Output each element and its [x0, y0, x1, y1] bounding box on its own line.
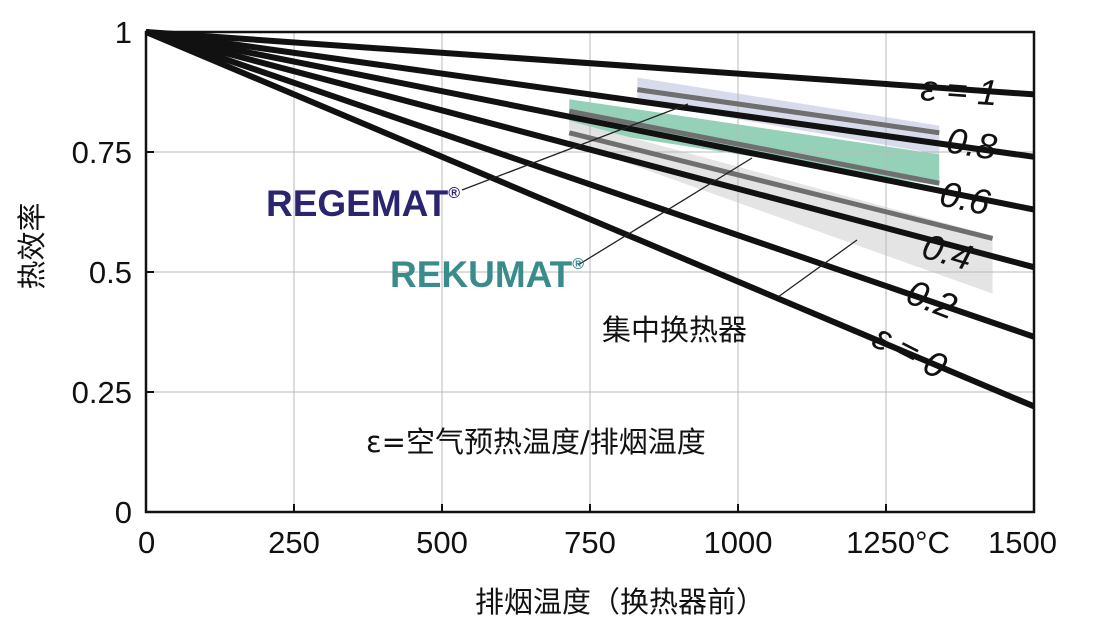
x-axis-title: 排烟温度（换热器前）: [475, 585, 765, 619]
y-tick-label: 0: [115, 495, 132, 530]
y-axis-title: 热效率: [15, 202, 49, 289]
y-tick-label: 0.5: [89, 255, 132, 290]
curve-label-eps-1: ε = 1: [919, 67, 999, 113]
regemat-label: REGEMAT®: [266, 183, 460, 224]
curve-0-8: [145, 29, 1035, 160]
curve-label-0-8: 0.8: [944, 119, 1000, 167]
x-tick-label: 500: [416, 525, 468, 560]
grid-layer: [146, 32, 1034, 512]
curve-0: [144, 29, 1036, 410]
central-heat-exchanger-label: 集中换热器: [602, 313, 747, 347]
y-tick-label: 0.75: [72, 135, 132, 170]
epsilon-definition: ε=空气预热温度/排烟温度: [366, 425, 706, 459]
band-1-midline: [568, 108, 940, 186]
x-tick-label: 0: [138, 525, 155, 560]
regemat-leader-line: [461, 103, 689, 191]
central-leader-line: [777, 239, 858, 298]
curve-label-0-2: 0.2: [901, 271, 962, 327]
rekumat-leader-line: [577, 157, 753, 266]
x-tick-label: 750: [564, 525, 616, 560]
band-2-midline: [568, 130, 994, 241]
curve-label-eps-0: ε = 0: [866, 316, 953, 387]
band-2-area: [569, 120, 993, 294]
axis-ticks-layer: [145, 31, 1035, 513]
y-tick-label: 0.25: [72, 375, 132, 410]
curve-0-4: [145, 29, 1035, 271]
curve-0-2: [145, 29, 1035, 340]
x-tick-label: 250: [268, 525, 320, 560]
y-tick-labels: 0 0.25 0.5 0.75 1: [72, 15, 132, 530]
x-tick-label: 1250°C: [846, 525, 950, 560]
y-tick-label: 1: [115, 15, 132, 50]
curve-label-0-6: 0.6: [936, 173, 994, 224]
x-tick-label: 1000: [704, 525, 773, 560]
curves-layer: [144, 29, 1036, 410]
curve-0-6: [145, 29, 1035, 213]
rekumat-label: REKUMAT®: [390, 254, 584, 295]
leader-lines-layer: [461, 103, 858, 298]
curve-1: [145, 29, 1035, 98]
x-tick-labels: 0 250 500 750 1000 1250°C 1500: [138, 525, 1057, 560]
band-midlines-layer: [568, 87, 994, 241]
x-tick-label: 1500: [988, 525, 1057, 560]
band-0-midline: [637, 87, 940, 136]
